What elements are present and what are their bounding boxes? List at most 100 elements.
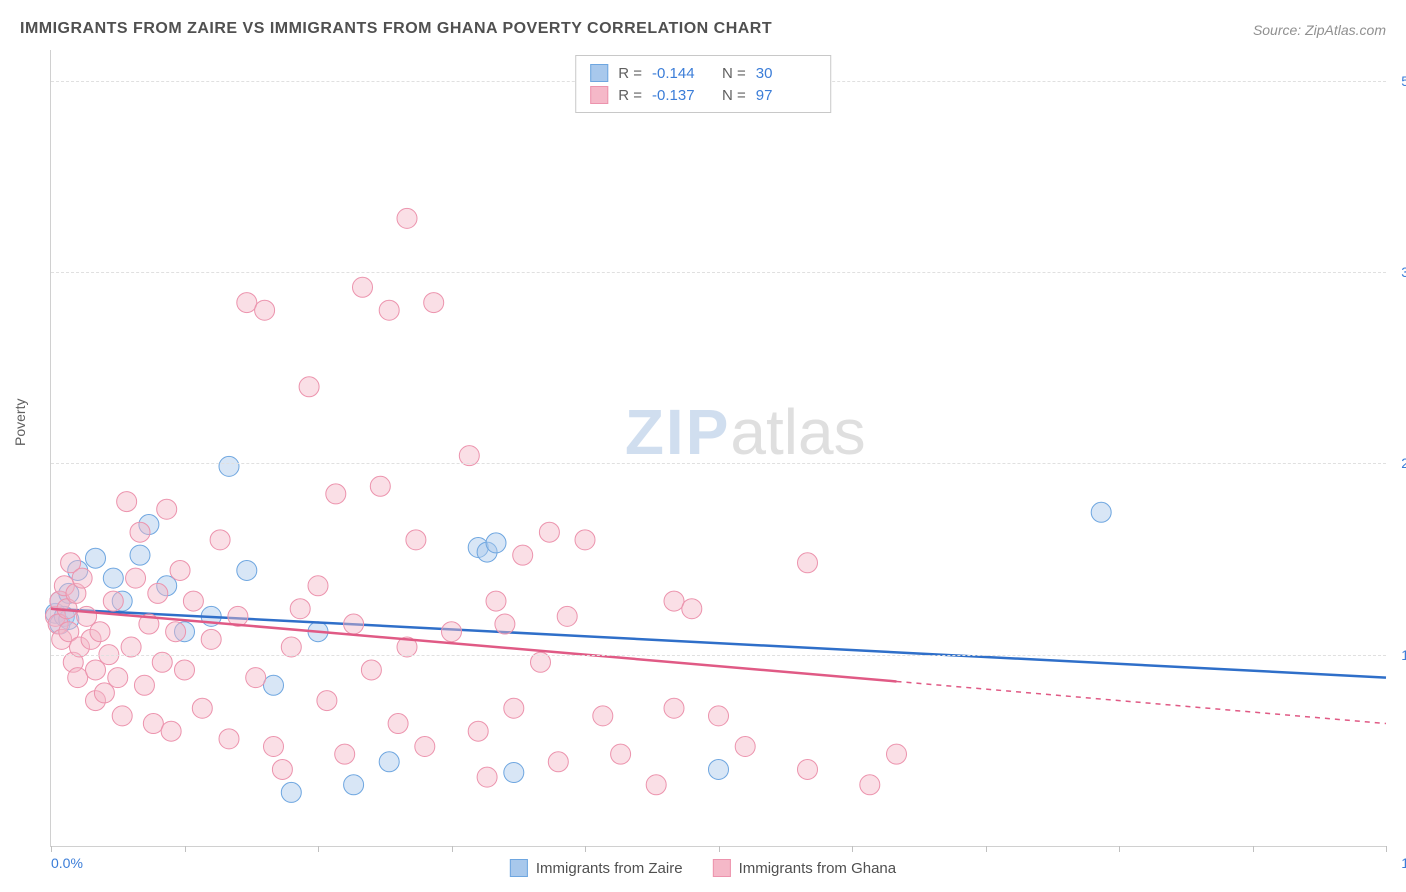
- x-tick: [452, 846, 453, 852]
- scatter-point: [281, 782, 301, 802]
- scatter-point: [255, 300, 275, 320]
- legend-swatch-zaire: [510, 859, 528, 877]
- scatter-svg: [51, 50, 1386, 846]
- scatter-point: [134, 675, 154, 695]
- scatter-point: [397, 208, 417, 228]
- scatter-point: [72, 568, 92, 588]
- x-tick: [318, 846, 319, 852]
- scatter-point: [611, 744, 631, 764]
- scatter-point: [593, 706, 613, 726]
- scatter-point: [308, 576, 328, 596]
- x-tick: [1253, 846, 1254, 852]
- y-axis-label: Poverty: [12, 399, 28, 446]
- stats-n-label: N =: [722, 87, 746, 104]
- scatter-point: [148, 583, 168, 603]
- scatter-point: [219, 729, 239, 749]
- legend-bottom: Immigrants from Zaire Immigrants from Gh…: [510, 859, 896, 877]
- legend-swatch-ghana: [713, 859, 731, 877]
- scatter-point: [143, 714, 163, 734]
- scatter-point: [798, 759, 818, 779]
- correlation-stats-box: R = -0.144 N = 30 R = -0.137 N = 97: [575, 55, 831, 113]
- source-attribution: Source: ZipAtlas.com: [1253, 22, 1386, 38]
- scatter-point: [175, 660, 195, 680]
- stats-row-zaire: R = -0.144 N = 30: [590, 62, 816, 84]
- legend-label-ghana: Immigrants from Ghana: [739, 860, 897, 877]
- stats-n-ghana: 97: [756, 87, 816, 104]
- scatter-point: [157, 499, 177, 519]
- scatter-point: [539, 522, 559, 542]
- x-tick-label-max: 15.0%: [1401, 855, 1406, 871]
- stats-r-zaire: -0.144: [652, 65, 712, 82]
- scatter-point: [170, 560, 190, 580]
- scatter-point: [192, 698, 212, 718]
- scatter-point: [504, 763, 524, 783]
- scatter-point: [415, 737, 435, 757]
- x-tick: [719, 846, 720, 852]
- stats-swatch-zaire: [590, 64, 608, 82]
- scatter-point: [130, 545, 150, 565]
- scatter-point: [798, 553, 818, 573]
- x-tick: [1386, 846, 1387, 852]
- scatter-point: [353, 277, 373, 297]
- scatter-point: [103, 568, 123, 588]
- scatter-point: [201, 629, 221, 649]
- scatter-point: [361, 660, 381, 680]
- scatter-point: [272, 759, 292, 779]
- scatter-point: [264, 675, 284, 695]
- trend-line-extrapolated: [897, 681, 1387, 723]
- x-tick: [1119, 846, 1120, 852]
- scatter-point: [477, 767, 497, 787]
- gridline: [51, 463, 1386, 464]
- scatter-point: [575, 530, 595, 550]
- scatter-point: [299, 377, 319, 397]
- scatter-point: [237, 293, 257, 313]
- scatter-point: [219, 456, 239, 476]
- scatter-point: [709, 759, 729, 779]
- scatter-point: [664, 698, 684, 718]
- x-tick: [986, 846, 987, 852]
- scatter-point: [513, 545, 533, 565]
- scatter-point: [379, 300, 399, 320]
- x-tick: [51, 846, 52, 852]
- scatter-point: [887, 744, 907, 764]
- legend-item-ghana: Immigrants from Ghana: [713, 859, 897, 877]
- stats-r-label: R =: [618, 87, 642, 104]
- legend-item-zaire: Immigrants from Zaire: [510, 859, 683, 877]
- scatter-point: [126, 568, 146, 588]
- y-tick-label: 12.5%: [1401, 647, 1406, 663]
- scatter-point: [183, 591, 203, 611]
- y-tick-label: 25.0%: [1401, 455, 1406, 471]
- stats-row-ghana: R = -0.137 N = 97: [590, 84, 816, 106]
- legend-label-zaire: Immigrants from Zaire: [536, 860, 683, 877]
- stats-n-label: N =: [722, 65, 746, 82]
- scatter-point: [486, 591, 506, 611]
- scatter-point: [664, 591, 684, 611]
- scatter-point: [682, 599, 702, 619]
- stats-r-label: R =: [618, 65, 642, 82]
- scatter-point: [246, 668, 266, 688]
- scatter-point: [68, 668, 88, 688]
- scatter-point: [379, 752, 399, 772]
- chart-title: IMMIGRANTS FROM ZAIRE VS IMMIGRANTS FROM…: [20, 20, 772, 38]
- scatter-point: [290, 599, 310, 619]
- stats-r-ghana: -0.137: [652, 87, 712, 104]
- scatter-point: [442, 622, 462, 642]
- scatter-point: [326, 484, 346, 504]
- scatter-point: [504, 698, 524, 718]
- stats-swatch-ghana: [590, 86, 608, 104]
- scatter-point: [1091, 502, 1111, 522]
- scatter-point: [424, 293, 444, 313]
- scatter-point: [486, 533, 506, 553]
- stats-n-zaire: 30: [756, 65, 816, 82]
- scatter-point: [646, 775, 666, 795]
- scatter-point: [860, 775, 880, 795]
- scatter-point: [237, 560, 257, 580]
- y-tick-label: 50.0%: [1401, 73, 1406, 89]
- scatter-point: [370, 476, 390, 496]
- scatter-point: [86, 548, 106, 568]
- gridline: [51, 655, 1386, 656]
- scatter-point: [264, 737, 284, 757]
- scatter-point: [103, 591, 123, 611]
- scatter-point: [161, 721, 181, 741]
- scatter-point: [210, 530, 230, 550]
